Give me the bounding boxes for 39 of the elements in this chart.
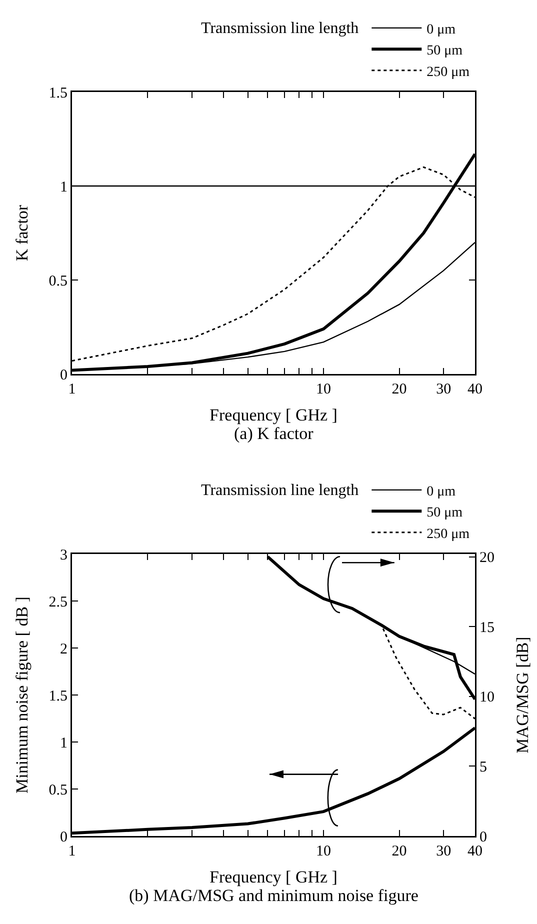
y2-tick-label: 20 [480, 550, 494, 566]
legend-label: 250 μm [426, 526, 470, 542]
y-tick-label: 0.5 [48, 273, 68, 290]
legend-title: Transmission line length [201, 20, 359, 38]
y-tick-label: 3 [60, 547, 68, 564]
x-tick-label: 40 [468, 844, 482, 860]
x-tick-label: 30 [436, 382, 452, 398]
y-tick-label: 2.5 [48, 594, 68, 610]
y2-tick-label: 5 [480, 759, 487, 776]
x-tick-label: 30 [436, 844, 452, 860]
y-tick-label: 1.5 [48, 688, 68, 704]
y2-tick-label: 15 [480, 620, 494, 636]
legend-label: 0 μm [426, 22, 456, 38]
y2-tick-label: 10 [480, 690, 494, 706]
x-axis-title: Frequency [ GHz ] [210, 406, 338, 425]
y-tick-label: 0 [60, 829, 68, 846]
y2-tick-label: 0 [480, 829, 487, 846]
y-axis-title: Minimum noise figure [ dB ] [12, 596, 32, 794]
legend-label: 50 μm [426, 44, 463, 59]
y-tick-label: 1 [60, 735, 68, 752]
legend-label: 50 μm [426, 506, 463, 521]
legend-label: 0 μm [426, 484, 456, 500]
y-tick-label: 0 [60, 367, 68, 384]
y-tick-label: 1 [60, 179, 68, 196]
x-tick-label: 20 [392, 844, 407, 860]
legend-title: Transmission line length [201, 482, 359, 500]
text: (a) K factor [234, 424, 314, 443]
y-axis-title: K factor [12, 204, 32, 262]
text: (b) MAG/MSG and minimum noise figure [129, 886, 418, 905]
y-tick-label: 1.5 [48, 85, 68, 102]
y-tick-label: 2 [60, 641, 68, 658]
y-tick-label: 0.5 [48, 782, 68, 798]
x-tick-label: 10 [316, 844, 332, 860]
legend-label: 250 μm [426, 64, 470, 80]
x-tick-label: 10 [316, 382, 332, 398]
x-tick-label: 20 [392, 382, 407, 398]
x-axis-title: Frequency [ GHz ] [210, 868, 338, 887]
y2-axis-title: MAG/MSG [dB] [513, 636, 532, 754]
x-tick-label: 40 [468, 382, 482, 398]
